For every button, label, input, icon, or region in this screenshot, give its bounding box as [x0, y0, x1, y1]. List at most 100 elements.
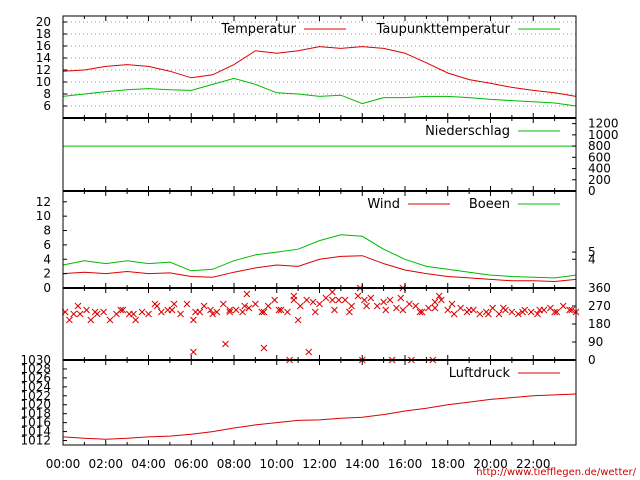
legend-label: Luftdruck — [449, 366, 511, 381]
legend-label: Wind — [367, 197, 400, 212]
y-tick-label-left: 18 — [36, 27, 51, 41]
wind-direction-point — [519, 308, 526, 316]
wind-direction-point — [70, 310, 78, 318]
series-line-boeen — [62, 234, 577, 279]
wind-direction-point — [260, 344, 268, 352]
wind-direction-point — [290, 292, 298, 300]
y-tick-label-left: 1028 — [20, 362, 51, 376]
wind-direction-point — [536, 306, 544, 314]
wind-direction-point — [245, 304, 253, 312]
wind-direction-point — [183, 300, 191, 308]
y-tick-label-left: 8 — [43, 224, 51, 238]
wind-direction-point — [437, 296, 445, 304]
wind-direction-point — [508, 308, 516, 316]
y-tick-label-left: 1012 — [20, 434, 51, 448]
wind-direction-point — [145, 310, 152, 318]
wind-direction-point — [363, 302, 370, 310]
y-tick-label-left: 12 — [36, 195, 51, 209]
wind-direction-point — [380, 298, 387, 306]
x-tick-label: 18:00 — [430, 457, 465, 471]
wind-direction-point — [311, 308, 319, 316]
y-tick-label-left: 12 — [36, 63, 51, 77]
y-tick-label-left: 1026 — [20, 371, 51, 385]
y-tick-label-left: 6 — [43, 238, 51, 252]
wind-direction-point — [367, 294, 375, 302]
wind-direction-point — [386, 296, 394, 304]
wind-direction-point — [213, 308, 221, 316]
wind-direction-point — [405, 300, 413, 308]
wind-direction-point — [219, 300, 227, 308]
series-line-taupunkttemperatur — [62, 77, 577, 107]
y-tick-label-right: 800 — [588, 139, 611, 153]
y-tick-label-left: 1014 — [20, 425, 51, 439]
wind-direction-point — [170, 300, 178, 308]
legend-label: Niederschlag — [425, 124, 510, 139]
wind-direction-point — [294, 316, 302, 324]
wind-direction-point — [382, 306, 390, 314]
x-tick-label: 16:00 — [388, 457, 423, 471]
wind-direction-point — [239, 308, 246, 316]
wind-direction-point — [546, 304, 554, 312]
wind-direction-point — [568, 306, 576, 314]
wind-direction-point — [296, 302, 304, 310]
wind-direction-point — [226, 306, 234, 314]
y-tick-label-right: 360 — [588, 281, 611, 295]
wind-direction-point — [448, 300, 456, 308]
wind-direction-point — [328, 288, 336, 296]
wind-direction-point — [566, 306, 573, 314]
wind-direction-point — [243, 290, 251, 298]
wind-direction-point — [551, 308, 558, 316]
x-tick-label: 12:00 — [302, 457, 337, 471]
y-tick-label-right: 5 — [588, 245, 596, 259]
wind-direction-point — [207, 306, 214, 314]
wind-direction-point — [190, 316, 197, 324]
wind-direction-point — [465, 306, 473, 314]
x-tick-label: 08:00 — [217, 457, 252, 471]
y-tick-label-right: 400 — [588, 162, 611, 176]
wind-direction-point — [190, 348, 197, 356]
legend-label: Taupunkttemperatur — [376, 22, 511, 37]
y-tick-label-left: 4 — [43, 252, 51, 266]
wind-direction-point — [316, 300, 323, 308]
y-tick-label-left: 1020 — [20, 398, 51, 412]
x-tick-label: 04:00 — [131, 457, 166, 471]
wind-direction-point — [66, 316, 73, 324]
grid-layer — [63, 21, 576, 107]
y-tick-label-right: 600 — [588, 150, 611, 164]
y-tick-label-right: 4 — [588, 252, 596, 266]
x-tick-label: 22:00 — [516, 457, 551, 471]
wind-direction-point — [328, 296, 336, 304]
wind-direction-point — [309, 298, 317, 306]
wind-direction-point — [418, 308, 426, 316]
source-url[interactable]: http://www.tiefflegen.de/wetter/ — [476, 467, 636, 478]
wind-direction-point — [361, 296, 368, 304]
wind-direction-point — [222, 340, 229, 348]
series-line-luftdruck — [62, 393, 577, 440]
wind-direction-point — [260, 308, 268, 316]
x-tick-label: 14:00 — [345, 457, 380, 471]
wind-direction-point — [241, 302, 249, 310]
series-line-temperatur — [62, 46, 577, 97]
wind-direction-point — [341, 296, 349, 304]
wind-direction-point — [232, 306, 240, 314]
wind-direction-point — [83, 306, 90, 314]
x-tick-label: 06:00 — [174, 457, 209, 471]
y-tick-label-left: 1018 — [20, 407, 51, 421]
wind-direction-point — [76, 310, 84, 318]
wind-direction-point — [495, 310, 503, 318]
wind-direction-point — [100, 308, 107, 316]
wind-direction-point — [87, 316, 95, 324]
y-tick-label-right: 0 — [588, 184, 596, 198]
wind-direction-point — [264, 302, 272, 310]
y-tick-label-right: 270 — [588, 299, 611, 313]
y-tick-label-left: 1022 — [20, 389, 51, 403]
wind-direction-point — [450, 310, 458, 318]
wind-direction-point — [431, 304, 439, 312]
y-tick-label-right: 1200 — [588, 117, 619, 131]
wind-direction-point — [157, 308, 165, 316]
wind-direction-point — [271, 296, 278, 304]
wind-direction-point — [425, 304, 432, 312]
wind-direction-point — [200, 302, 208, 310]
y-tick-label-left: 20 — [36, 15, 51, 29]
